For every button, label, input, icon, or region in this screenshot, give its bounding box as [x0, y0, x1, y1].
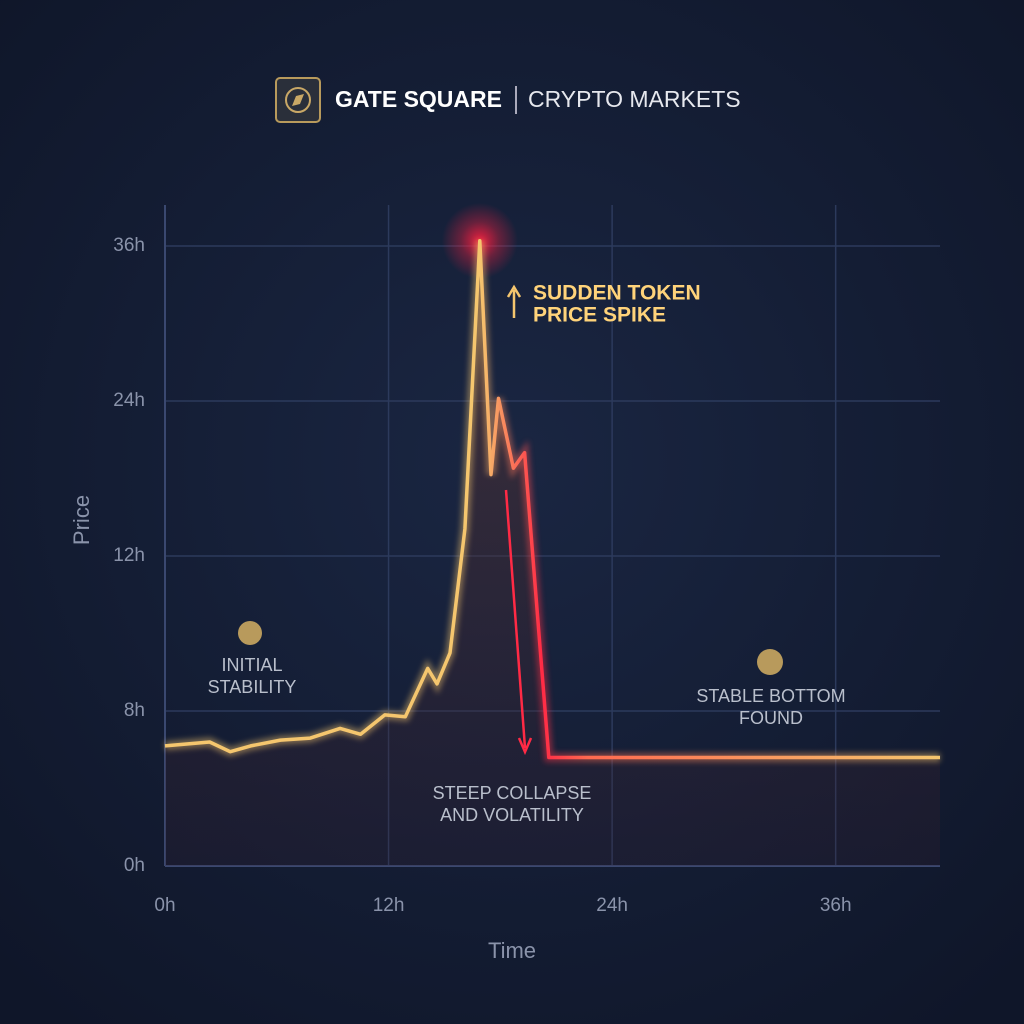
y-tick-label: 8h — [124, 700, 145, 721]
line — [164, 239, 940, 760]
annotation: PRICE SPIKE — [533, 304, 666, 327]
coin-icon — [757, 649, 783, 675]
y-tick-label: 12h — [113, 545, 145, 566]
y-tick-label: 24h — [113, 390, 145, 411]
logo-icon — [285, 87, 311, 113]
annotation: STABILITY — [208, 677, 297, 697]
chart-title: CRYPTO MARKETS — [528, 86, 741, 112]
annotation: INITIAL — [221, 655, 282, 675]
annotation: STEEP COLLAPSE — [433, 783, 592, 803]
x-axis-label: Time — [488, 938, 536, 963]
annotation: STABLE BOTTOM — [696, 686, 845, 706]
annotation: AND VOLATILITY — [440, 805, 584, 825]
annotation: SUDDEN TOKEN — [533, 282, 701, 305]
arrow — [506, 284, 522, 318]
y-axis-label: Price — [69, 495, 94, 545]
brand: GATE SQUARE — [335, 86, 502, 112]
annotation: FOUND — [739, 708, 803, 728]
x-tick-label: 24h — [596, 895, 628, 916]
logo-icon — [292, 94, 304, 106]
area — [165, 240, 940, 867]
y-tick-label: 0h — [124, 855, 145, 876]
x-tick-label: 12h — [373, 895, 405, 916]
y-tick-label: 36h — [113, 235, 145, 256]
x-tick-label: 0h — [154, 895, 175, 916]
coin-icon — [238, 621, 262, 645]
arrow — [504, 489, 533, 756]
x-tick-label: 36h — [820, 895, 852, 916]
